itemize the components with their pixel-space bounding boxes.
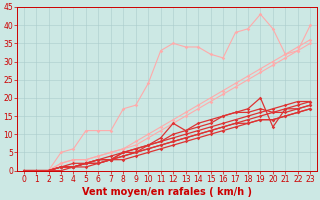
X-axis label: Vent moyen/en rafales ( km/h ): Vent moyen/en rafales ( km/h ) <box>82 187 252 197</box>
